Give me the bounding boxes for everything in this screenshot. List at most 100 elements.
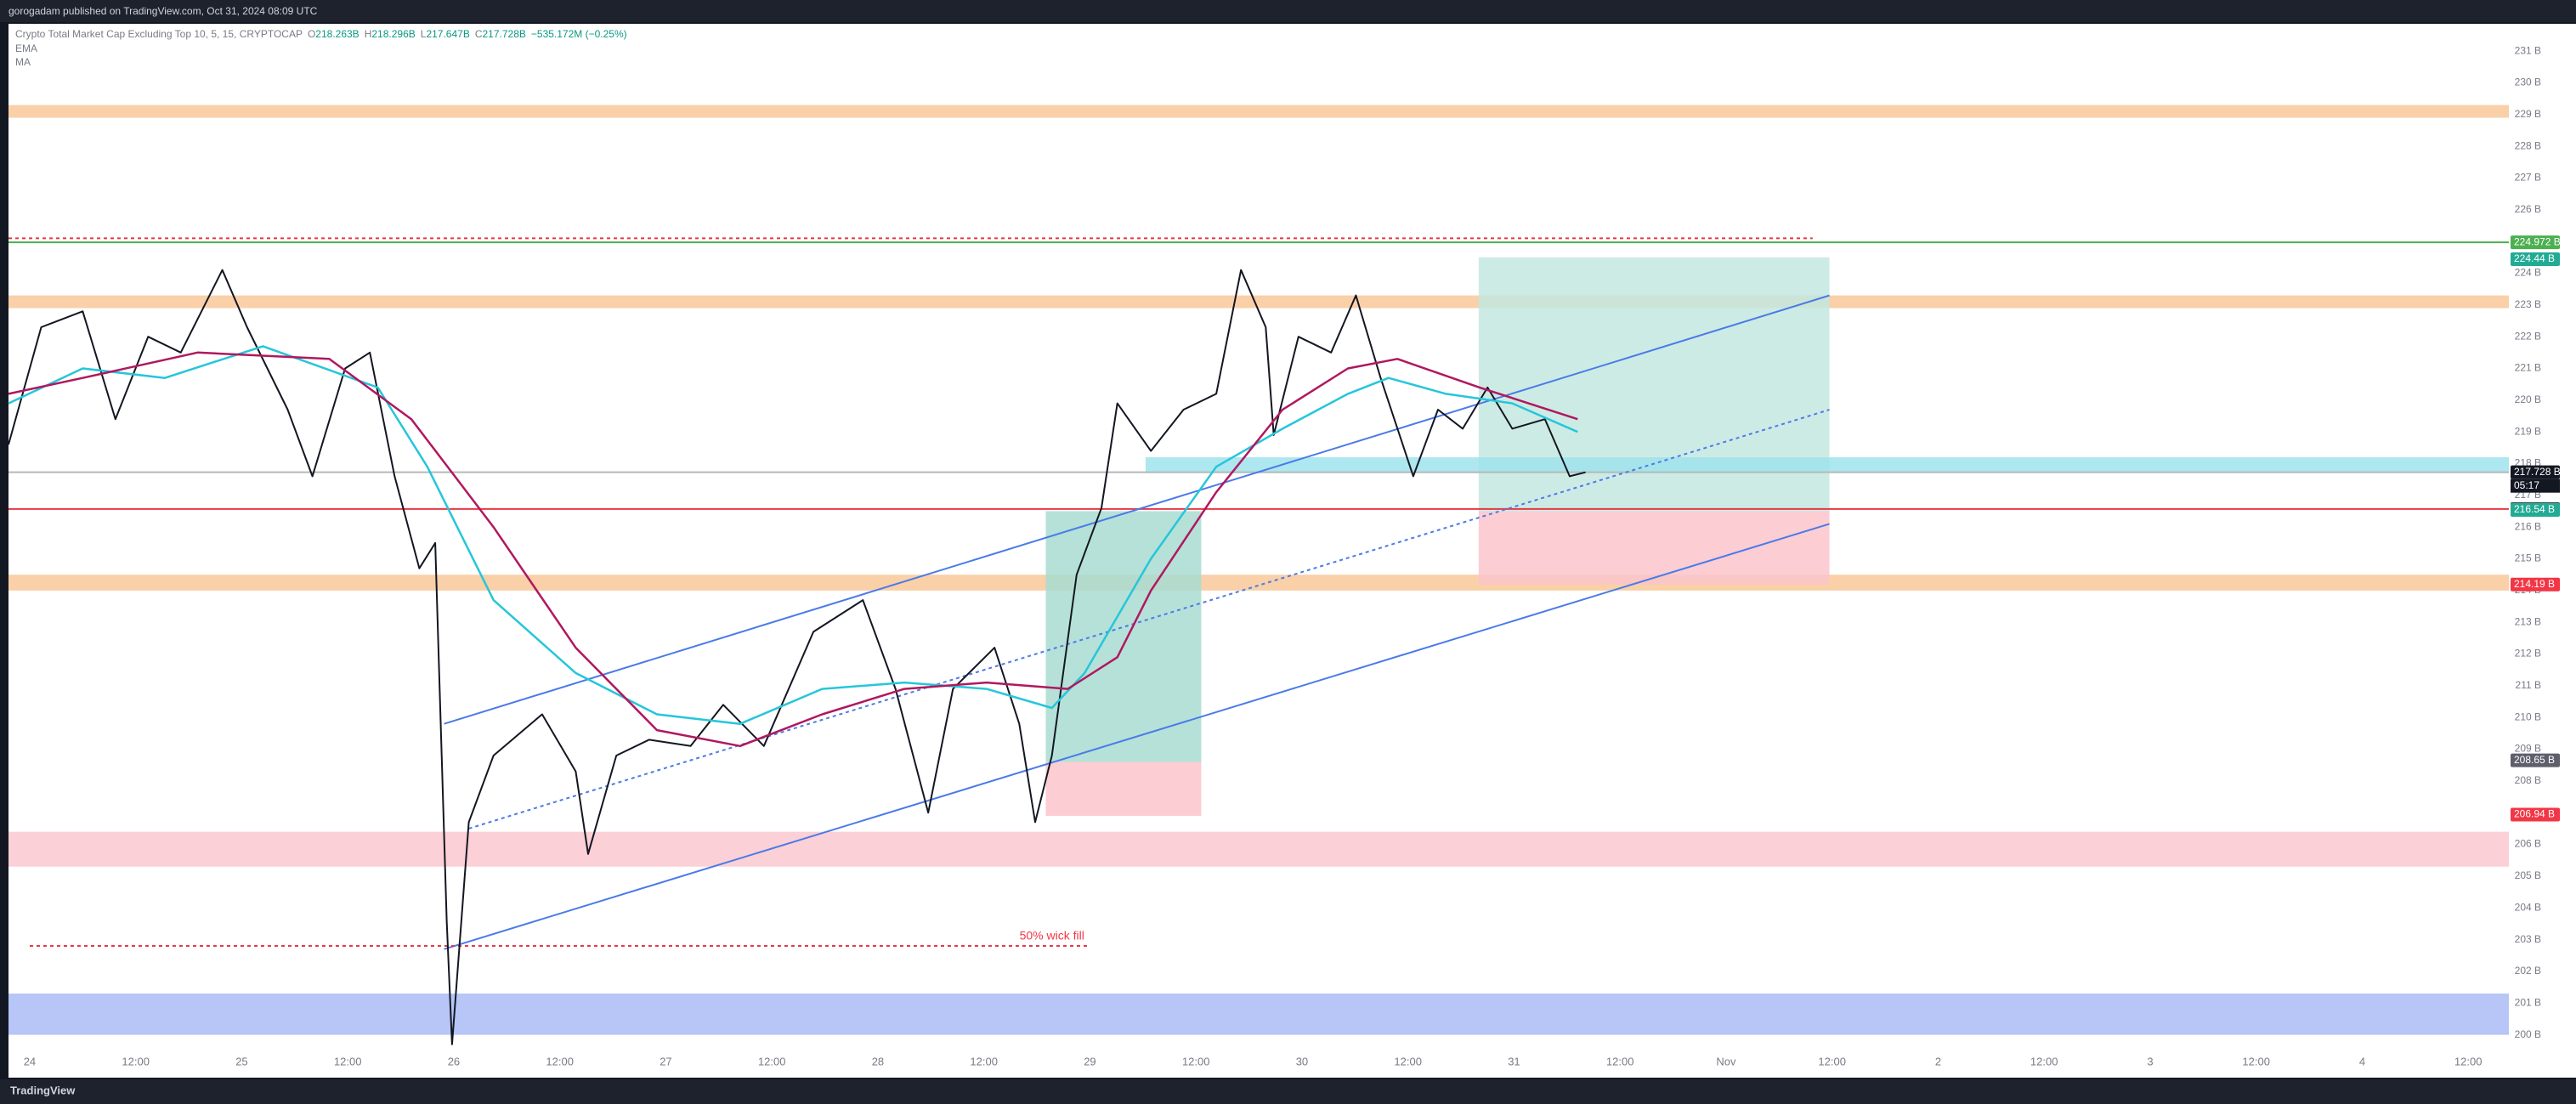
- x-tick-label: 12:00: [2454, 1055, 2483, 1067]
- y-tick-label: 226 B: [2515, 203, 2541, 215]
- y-tick-label: 222 B: [2515, 330, 2541, 342]
- y-tick-label: 201 B: [2515, 996, 2541, 1008]
- x-tick-label: 12:00: [1606, 1055, 1634, 1067]
- zone: [8, 295, 2509, 309]
- price-label: 224.972 B: [2514, 235, 2561, 247]
- y-tick-label: 215 B: [2515, 552, 2541, 564]
- zone: [8, 105, 2509, 118]
- zone: [8, 994, 2509, 1035]
- x-tick-label: 28: [872, 1055, 884, 1067]
- y-tick-label: 200 B: [2515, 1028, 2541, 1040]
- price-label: 217.728 B: [2514, 466, 2561, 478]
- x-tick-label: 24: [24, 1055, 36, 1067]
- price-label: 214.19 B: [2514, 578, 2555, 590]
- legend-symbol: Crypto Total Market Cap Excluding Top 10…: [15, 28, 303, 40]
- x-tick-label: 12:00: [758, 1055, 786, 1067]
- price-label: 208.65 B: [2514, 754, 2555, 766]
- price-label-bg: [2511, 503, 2560, 518]
- y-tick-label: 211 B: [2516, 679, 2541, 691]
- price-label: 224.44 B: [2514, 252, 2555, 264]
- x-tick-label: 29: [1084, 1055, 1096, 1067]
- x-tick-label: 25: [235, 1055, 247, 1067]
- x-tick-label: 12:00: [1182, 1055, 1210, 1067]
- y-tick-label: 204 B: [2515, 901, 2541, 913]
- ohlc-key: C: [475, 28, 483, 40]
- price-label: 206.94 B: [2514, 808, 2555, 820]
- x-tick-label: 26: [448, 1055, 460, 1067]
- ohlc-value: 217.647B: [426, 28, 469, 40]
- x-tick-label: 4: [2359, 1055, 2365, 1067]
- y-tick-label: 203 B: [2515, 933, 2541, 945]
- price-label-bg: [2511, 753, 2560, 767]
- ohlc-value: 217.728B: [483, 28, 526, 40]
- price-label-bg: [2511, 465, 2560, 479]
- x-tick-label: 12:00: [546, 1055, 574, 1067]
- legend-entry: EMA: [15, 42, 37, 54]
- y-tick-label: 210 B: [2515, 711, 2541, 722]
- y-tick-label: 208 B: [2515, 774, 2541, 786]
- change: −535.172M (−0.25%): [531, 28, 627, 40]
- x-tick-label: Nov: [1716, 1055, 1736, 1067]
- y-tick-label: 221 B: [2515, 362, 2541, 374]
- x-tick-label: 12:00: [2242, 1055, 2270, 1067]
- price-line-series: [8, 269, 1586, 1045]
- publisher-header: gorogadam published on TradingView.com, …: [8, 5, 318, 17]
- y-tick-label: 213 B: [2515, 615, 2541, 627]
- trend-line: [444, 294, 1830, 725]
- annotation: 50% wick fill: [1020, 929, 1084, 943]
- zone: [8, 831, 2509, 867]
- x-tick-label: 12:00: [122, 1055, 150, 1067]
- price-label-bg: [2511, 577, 2560, 592]
- ohlc-value: 218.296B: [371, 28, 415, 40]
- ohlc-value: 218.263B: [315, 28, 359, 40]
- y-tick-label: 229 B: [2515, 108, 2541, 120]
- price-label-bg: [2511, 252, 2560, 267]
- legend-title: Crypto Total Market Cap Excluding Top 10…: [15, 28, 627, 40]
- top-bar: [0, 0, 2576, 22]
- y-tick-label: 209 B: [2515, 743, 2541, 755]
- y-tick-label: 206 B: [2515, 838, 2541, 850]
- y-tick-label: 230 B: [2515, 76, 2541, 88]
- indicator-line: [8, 351, 1578, 748]
- price-label: 216.54 B: [2514, 503, 2555, 515]
- y-tick-label: 228 B: [2515, 139, 2541, 151]
- x-tick-label: 30: [1296, 1055, 1308, 1067]
- x-tick-label: 12:00: [2030, 1055, 2058, 1067]
- x-tick-label: 27: [660, 1055, 671, 1067]
- x-tick-label: 12:00: [970, 1055, 998, 1067]
- y-tick-label: 220 B: [2515, 393, 2541, 405]
- countdown: 05:17: [2514, 479, 2539, 491]
- legend-entry: MA: [15, 56, 31, 68]
- zone: [8, 575, 2509, 591]
- x-tick-label: 31: [1508, 1055, 1520, 1067]
- y-tick-label: 227 B: [2515, 172, 2541, 184]
- ohlc-key: O: [308, 28, 315, 40]
- countdown-bg: [2511, 478, 2560, 493]
- legend: Crypto Total Market Cap Excluding Top 10…: [15, 28, 627, 68]
- trend-line: [468, 409, 1830, 829]
- y-tick-label: 205 B: [2515, 869, 2541, 881]
- price-label-bg: [2511, 807, 2560, 822]
- y-tick-label: 216 B: [2515, 520, 2541, 532]
- y-tick-label: 219 B: [2515, 425, 2541, 437]
- x-tick-label: 12:00: [1394, 1055, 1422, 1067]
- x-tick-label: 12:00: [1818, 1055, 1846, 1067]
- ohlc-key: H: [365, 28, 372, 40]
- x-tick-label: 2: [1935, 1055, 1941, 1067]
- y-tick-label: 202 B: [2515, 965, 2541, 977]
- bottom-bar: [0, 1079, 2576, 1104]
- y-tick-label: 212 B: [2515, 648, 2541, 660]
- trend-line: [444, 523, 1830, 950]
- y-tick-label: 224 B: [2515, 267, 2541, 279]
- position-box: [1045, 761, 1202, 816]
- indicator-line: [8, 345, 1578, 725]
- position-box: [1145, 457, 2509, 473]
- price-label-bg: [2511, 235, 2560, 250]
- x-tick-label: 3: [2147, 1055, 2153, 1067]
- y-tick-label: 231 B: [2515, 44, 2541, 56]
- ohlc-key: L: [421, 28, 427, 40]
- position-box: [1478, 511, 1830, 585]
